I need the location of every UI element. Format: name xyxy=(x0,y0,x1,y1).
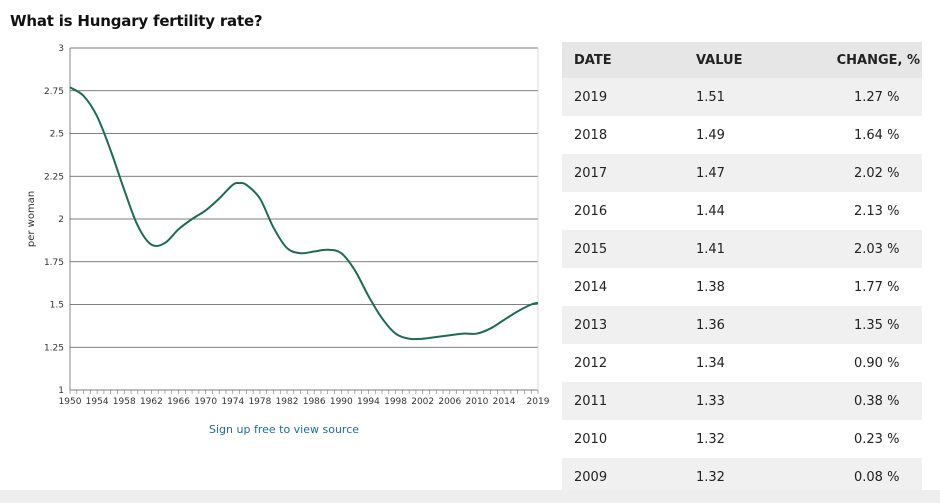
x-tick-label: 1978 xyxy=(248,397,271,407)
view-source-link[interactable]: Sign up free to view source xyxy=(209,423,360,436)
cell-value: 1.38 xyxy=(696,279,725,295)
x-tick-label: 1994 xyxy=(357,397,380,407)
y-tick-label: 1.5 xyxy=(50,301,64,311)
x-tick-label: 1982 xyxy=(276,397,299,407)
cell-date: 2009 xyxy=(574,469,608,485)
data-table: DATE VALUE CHANGE, % 2019 1.51 1.27 % 2018 1… xyxy=(562,42,922,496)
cell-change: 1.64 % xyxy=(854,127,900,143)
table-row: 2011 1.33 0.38 % xyxy=(562,382,922,420)
table-row: 2010 1.32 0.23 % xyxy=(562,420,922,458)
chart-area: 1 1.25 1.5 1.75 2 2.25 2.5 2.75 3 1950 1954 1958 196… xyxy=(0,38,560,458)
table-row: 2018 1.49 1.64 % xyxy=(562,116,922,154)
table-row: 2013 1.36 1.35 % xyxy=(562,306,922,344)
cell-change: 2.13 % xyxy=(854,203,900,219)
cell-value: 1.34 xyxy=(696,355,725,371)
y-tick-label: 2.5 xyxy=(50,130,64,140)
cell-date: 2017 xyxy=(574,165,608,181)
series-line xyxy=(69,86,539,341)
y-tick-label: 2.75 xyxy=(44,87,64,97)
cell-date: 2015 xyxy=(574,241,608,257)
x-tick-label: 1998 xyxy=(384,397,407,407)
cell-value: 1.36 xyxy=(696,317,725,333)
cell-change: 0.38 % xyxy=(854,393,900,409)
table-row: 2017 1.47 2.02 % xyxy=(562,154,922,192)
cell-date: 2019 xyxy=(574,89,608,105)
cell-change: 2.03 % xyxy=(854,241,900,257)
x-tick-label: 1958 xyxy=(113,397,136,407)
cell-date: 2016 xyxy=(574,203,608,219)
x-tick-label: 2002 xyxy=(411,397,434,407)
x-tick-label: 1974 xyxy=(221,397,244,407)
table-row: 2014 1.38 1.77 % xyxy=(562,268,922,306)
cell-value: 1.47 xyxy=(696,165,725,181)
y-tick-label: 3 xyxy=(58,44,64,54)
cell-change: 1.35 % xyxy=(854,317,900,333)
x-tick-label: 1986 xyxy=(303,397,326,407)
x-tick-label: 2014 xyxy=(493,397,516,407)
cell-date: 2018 xyxy=(574,127,608,143)
header-date[interactable]: DATE xyxy=(574,52,612,68)
page-title: What is Hungary fertility rate? xyxy=(10,12,263,30)
cell-value: 1.49 xyxy=(696,127,725,143)
x-tick-label: 2019 xyxy=(527,397,550,407)
y-tick-label: 1 xyxy=(58,386,64,396)
cell-change: 0.08 % xyxy=(854,469,900,485)
cell-date: 2014 xyxy=(574,279,608,295)
cell-change: 1.27 % xyxy=(854,89,900,105)
x-tick-label: 2010 xyxy=(466,397,489,407)
x-tick-label: 1954 xyxy=(86,397,109,407)
y-tick-label: 1.75 xyxy=(44,258,64,268)
cell-date: 2013 xyxy=(574,317,608,333)
cell-value: 1.32 xyxy=(696,431,725,447)
table-row: 2009 1.32 0.08 % xyxy=(562,458,922,496)
y-tick-label: 2 xyxy=(58,215,64,225)
table-header-row: DATE VALUE CHANGE, % xyxy=(562,42,922,78)
cell-value: 1.33 xyxy=(696,393,725,409)
x-tick-label: 1950 xyxy=(59,397,82,407)
cell-date: 2010 xyxy=(574,431,608,447)
x-tick-label: 1966 xyxy=(167,397,190,407)
cell-value: 1.41 xyxy=(696,241,725,257)
y-tick-label: 2.25 xyxy=(44,172,64,182)
table-row: 2016 1.44 2.13 % xyxy=(562,192,922,230)
header-change[interactable]: CHANGE, % xyxy=(836,52,920,68)
table-row: 2019 1.51 1.27 % xyxy=(562,78,922,116)
y-tick-label: 1.25 xyxy=(44,343,64,353)
cell-change: 1.77 % xyxy=(854,279,900,295)
cell-change: 2.02 % xyxy=(854,165,900,181)
cell-change: 0.23 % xyxy=(854,431,900,447)
cell-date: 2011 xyxy=(574,393,608,409)
table-row: 2012 1.34 0.90 % xyxy=(562,344,922,382)
cell-value: 1.51 xyxy=(696,89,725,105)
cell-change: 0.90 % xyxy=(854,355,900,371)
x-tick-label: 2006 xyxy=(438,397,461,407)
bottom-bar xyxy=(0,490,940,503)
x-tick-label: 1990 xyxy=(330,397,353,407)
cell-value: 1.44 xyxy=(696,203,725,219)
cell-date: 2012 xyxy=(574,355,608,371)
header-value[interactable]: VALUE xyxy=(696,52,743,68)
x-tick-label: 1962 xyxy=(140,397,163,407)
x-tick-label: 1970 xyxy=(194,397,217,407)
cell-value: 1.32 xyxy=(696,469,725,485)
table-row: 2015 1.41 2.03 % xyxy=(562,230,922,268)
y-axis-label: per woman xyxy=(26,191,37,247)
fertility-line-chart: 1 1.25 1.5 1.75 2 2.25 2.5 2.75 3 1950 1954 1958 196… xyxy=(26,44,550,407)
